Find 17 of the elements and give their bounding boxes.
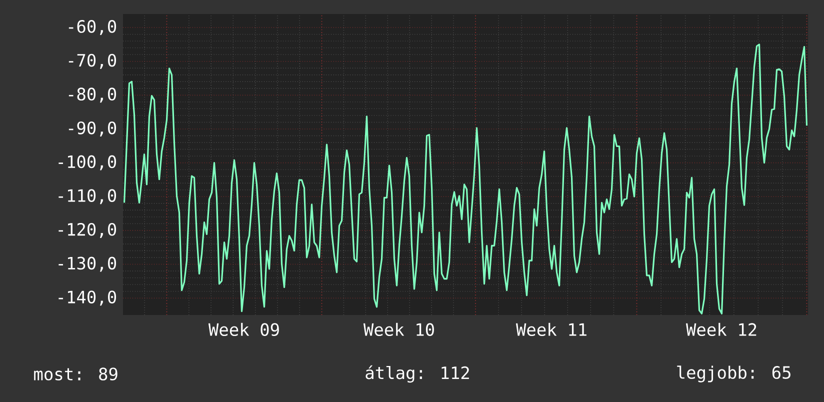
x-tick-label: Week 09: [208, 322, 279, 336]
y-tick-label: -130,0: [58, 256, 116, 272]
line-series: [123, 44, 808, 314]
y-tick-label: -140,0: [58, 290, 116, 306]
text: most: 89: [34, 368, 118, 380]
text: átlag: 112: [366, 365, 469, 383]
y-tick-label: -120,0: [58, 222, 116, 238]
text: legjobb: 65: [677, 366, 790, 382]
x-tick-label: Week 11: [516, 322, 586, 336]
x-tick-label: Week 10: [363, 322, 434, 336]
y-tick-label: -90,0: [68, 121, 116, 136]
y-tick-label: -100,0: [58, 155, 116, 170]
x-tick-label: Week 12: [686, 322, 756, 336]
y-tick-label: -70,0: [68, 54, 116, 69]
y-tick-label: -110,0: [58, 189, 116, 204]
y-tick-label: -80,0: [68, 88, 116, 103]
y-tick-label: -60,0: [68, 20, 116, 36]
